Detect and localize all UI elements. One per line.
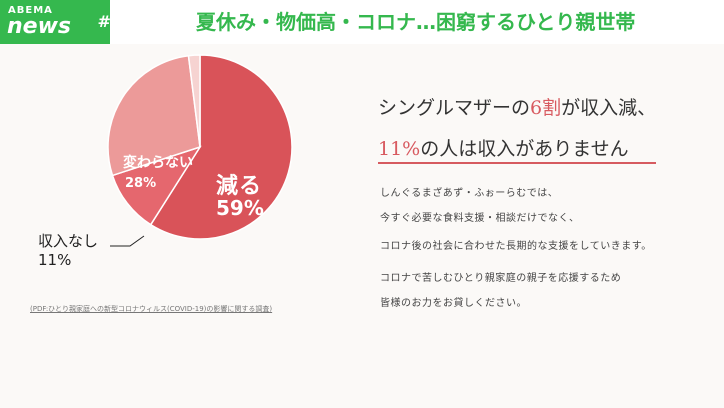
logo-top-text: ABEMA [8, 5, 53, 16]
logo-main-text: news [7, 14, 72, 39]
paragraph-line-1: しんぐるまざあず・ふぉーらむでは、 [380, 188, 559, 199]
pie-slice-other [187, 54, 201, 148]
stat-1-text-a: シングルマザーの [378, 97, 531, 119]
header-bar: ABEMA news #アベヒル 夏休み・物価高・コロナ…困窮するひとり親世帯 [0, 0, 724, 44]
stat-2-highlight: 11% [378, 138, 421, 160]
pie-chart [107, 54, 293, 240]
stat-2-text-b: の人は収入がありません [420, 138, 629, 160]
source-citation[interactable]: (PDF:ひとり親家庭への新型コロナウィルス(COVID-19)の影響に関する調… [30, 305, 273, 313]
pie-label-decrease: 減る [216, 174, 263, 199]
paragraph-line-3: コロナ後の社会に合わせた長期的な支援をしていきます。 [380, 241, 652, 252]
leader-line [110, 235, 145, 247]
abema-news-logo[interactable]: ABEMA news [0, 0, 110, 44]
headline-stat-1: シングルマザーの6割が収入減、 [378, 93, 656, 120]
hashtag-label: #アベヒル [97, 12, 175, 31]
pie-slice-decrease [149, 54, 293, 240]
pie-label-no-income: 収入なし [38, 232, 99, 250]
paragraph-line-5: 皆様のお力をお貸しください。 [380, 298, 527, 309]
stat-underline [378, 162, 656, 164]
stat-1-highlight: 6割 [530, 97, 562, 119]
headline-title: 夏休み・物価高・コロナ…困窮するひとり親世帯 [196, 10, 636, 34]
paragraph-line-2: 今すぐ必要な食料支援・相談だけでなく、 [380, 213, 580, 224]
stat-1-text-c: が収入減、 [561, 97, 657, 119]
pie-label-unchanged: 変わらない [123, 155, 193, 171]
pie-slice-unchanged [107, 54, 201, 177]
paragraph-line-4: コロナで苦しむひとり親家庭の親子を応援するため [380, 273, 622, 284]
pie-label-unchanged-pct: 28% [125, 176, 157, 191]
headline-stat-2: 11%の人は収入がありません [378, 134, 629, 161]
pie-label-decrease-pct: 59% [216, 196, 264, 220]
pie-label-no-income-pct: 11% [38, 251, 72, 269]
